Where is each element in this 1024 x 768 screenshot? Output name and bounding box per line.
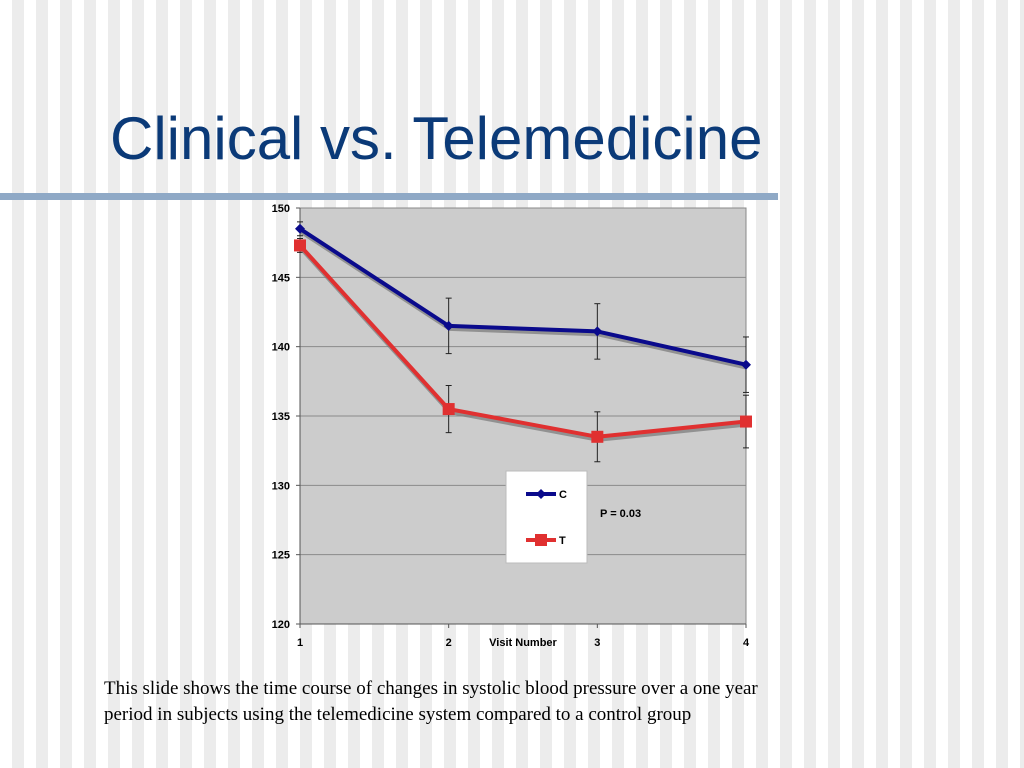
- slide-title: Clinical vs. Telemedicine: [110, 105, 763, 172]
- x-tick-label: 3: [594, 637, 600, 649]
- title-divider: [0, 193, 778, 200]
- slide-caption: This slide shows the time course of chan…: [104, 676, 924, 728]
- series-line-c: [298, 227, 747, 367]
- legend-label: C: [559, 489, 567, 501]
- legend-label: T: [559, 535, 566, 547]
- legend-marker: [536, 489, 546, 499]
- p-value-annotation: P = 0.03: [600, 508, 641, 520]
- data-point-c: [592, 326, 603, 337]
- data-point-t: [740, 415, 752, 428]
- y-tick-label: 140: [272, 342, 290, 354]
- x-tick-label: 4: [743, 637, 750, 649]
- x-tick-label: 2: [446, 637, 452, 649]
- data-point-t: [294, 239, 306, 252]
- caption-line-2: period in subjects using the telemedicin…: [104, 704, 692, 725]
- data-point-t: [591, 430, 604, 443]
- data-point-c: [741, 359, 751, 370]
- legend-box: [505, 470, 588, 564]
- y-tick-label: 150: [272, 203, 290, 215]
- x-tick-label: 1: [297, 637, 303, 649]
- y-tick-label: 135: [272, 411, 290, 423]
- y-tick-label: 120: [272, 619, 290, 631]
- x-axis-title: Visit Number: [489, 637, 557, 649]
- series-line-t: [298, 244, 747, 439]
- y-tick-label: 130: [272, 480, 290, 492]
- legend-marker: [535, 534, 547, 546]
- y-tick-label: 125: [272, 550, 290, 562]
- data-point-c: [295, 223, 305, 234]
- data-point-t: [442, 403, 455, 416]
- y-tick-label: 145: [272, 272, 290, 284]
- data-point-c: [443, 320, 454, 331]
- caption-line-1: This slide shows the time course of chan…: [104, 678, 758, 699]
